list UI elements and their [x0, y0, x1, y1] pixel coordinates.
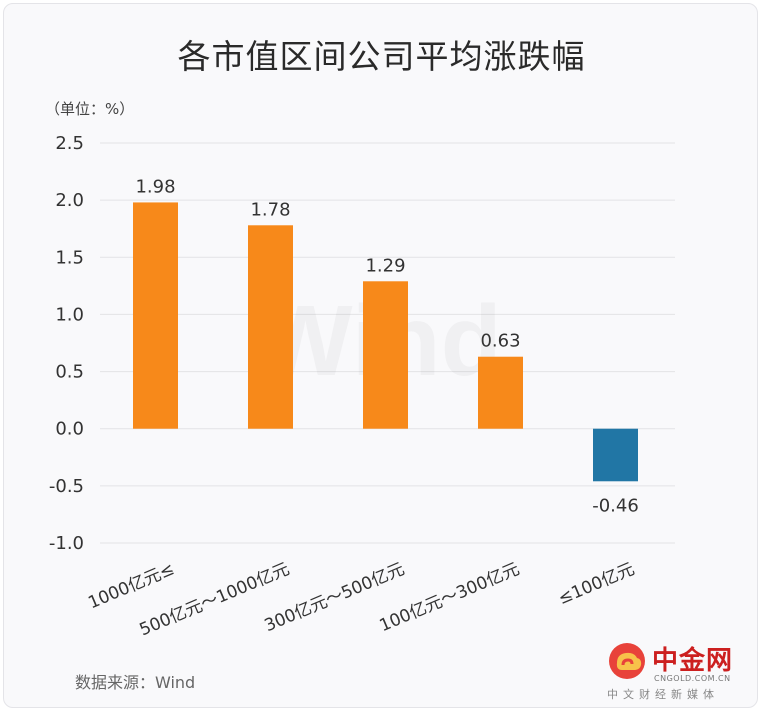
cloud-logo-icon: [609, 643, 645, 679]
bars: [133, 202, 638, 482]
x-tick-label: ≤100亿元: [555, 559, 637, 609]
y-axis-ticks: 2.5 2.0 1.5 1.0 0.5 0.0 -0.5 -1.0: [49, 133, 84, 554]
value-labels: 1.98 1.78 1.29 0.63 -0.46: [135, 176, 638, 516]
bar: [478, 356, 523, 429]
data-label: 0.63: [480, 331, 520, 352]
x-axis-ticks: 1000亿元≤500亿元～1000亿元300亿元～500亿元100亿元～300亿…: [85, 559, 637, 640]
y-tick-label: -0.5: [49, 476, 84, 497]
logo-name: 中金网: [652, 646, 734, 676]
y-tick-label: -1.0: [49, 533, 84, 554]
y-tick-label: 1.5: [55, 247, 84, 268]
data-label: 1.98: [135, 176, 175, 197]
chart-title: 各市值区间公司平均涨跌幅: [177, 37, 586, 76]
logo-tagline: 中文财经新媒体: [607, 688, 719, 701]
data-label: 1.78: [250, 199, 290, 220]
bar: [363, 281, 408, 429]
bar: [593, 428, 638, 482]
y-tick-label: 2.5: [55, 133, 84, 154]
unit-label: （单位：%）: [45, 100, 135, 118]
logo-domain: CNGOLD.COM.CN: [654, 674, 731, 683]
y-tick-label: 0.5: [55, 362, 84, 383]
y-tick-label: 2.0: [55, 190, 84, 211]
cngold-logo: 中金网 CNGOLD.COM.CN 中文财经新媒体: [605, 638, 755, 703]
data-label: 1.29: [365, 255, 405, 276]
x-tick-label: 1000亿元≤: [85, 559, 177, 613]
y-tick-label: 1.0: [55, 304, 84, 325]
bar: [133, 202, 178, 429]
data-label: -0.46: [592, 495, 639, 516]
bar: [248, 225, 293, 429]
y-tick-label: 0.0: [55, 419, 84, 440]
data-source: 数据来源：Wind: [75, 673, 196, 692]
